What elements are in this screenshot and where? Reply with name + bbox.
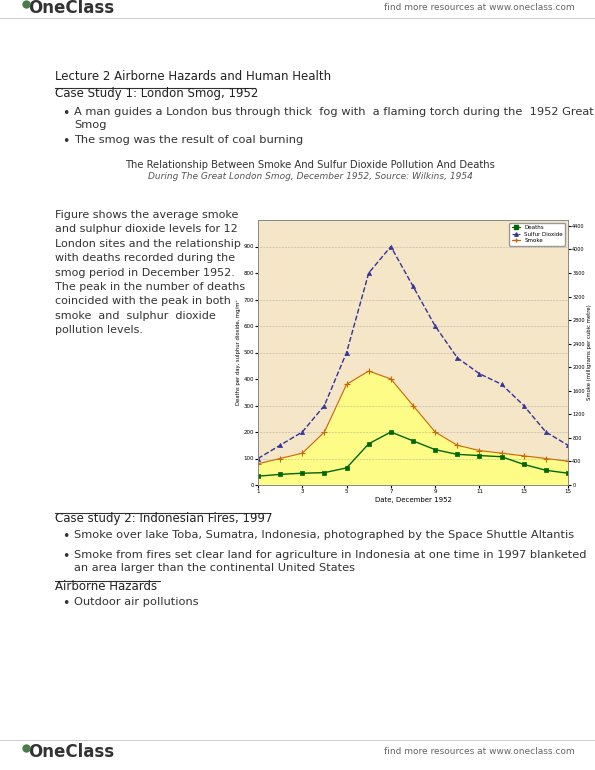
Deaths	[498, 452, 505, 461]
Deaths	[365, 439, 372, 448]
Sulfur Dioxide	[520, 401, 527, 410]
Text: OneClass: OneClass	[28, 0, 114, 17]
Deaths	[387, 427, 394, 437]
Smoke	[476, 446, 483, 455]
Text: Smog: Smog	[74, 120, 107, 130]
Text: The Relationship Between Smoke And Sulfur Dioxide Pollution And Deaths: The Relationship Between Smoke And Sulfu…	[125, 160, 495, 170]
Text: •: •	[62, 597, 70, 610]
Sulfur Dioxide	[476, 369, 483, 378]
Text: OneClass: OneClass	[28, 743, 114, 761]
Sulfur Dioxide	[299, 427, 306, 437]
Sulfur Dioxide	[277, 440, 284, 450]
Smoke	[520, 451, 527, 460]
Deaths	[299, 469, 306, 478]
Sulfur Dioxide	[565, 440, 572, 450]
Text: Case Study 1: London Smog, 1952: Case Study 1: London Smog, 1952	[55, 87, 258, 100]
Sulfur Dioxide	[431, 321, 439, 330]
Legend: Deaths, Sulfur Dioxide, Smoke: Deaths, Sulfur Dioxide, Smoke	[509, 223, 565, 246]
Text: Case study 2: Indonesian Fires, 1997: Case study 2: Indonesian Fires, 1997	[55, 512, 273, 525]
Smoke	[343, 380, 350, 389]
Text: A man guides a London bus through thick  fog with  a flaming torch during the  1: A man guides a London bus through thick …	[74, 107, 594, 117]
Text: Lecture 2 Airborne Hazards and Human Health: Lecture 2 Airborne Hazards and Human Hea…	[55, 70, 331, 83]
Deaths	[343, 464, 350, 473]
Text: Smoke over lake Toba, Sumatra, Indonesia, photographed by the Space Shuttle Alta: Smoke over lake Toba, Sumatra, Indonesia…	[74, 530, 574, 540]
Y-axis label: Deaths per day, sulphur dioxide, mg/m³: Deaths per day, sulphur dioxide, mg/m³	[236, 300, 240, 405]
Text: •: •	[62, 135, 70, 148]
Deaths	[431, 445, 439, 454]
Smoke	[565, 457, 572, 466]
Deaths	[520, 460, 527, 469]
Smoke	[498, 449, 505, 458]
Sulfur Dioxide	[255, 454, 262, 463]
Y-axis label: Smoke (milligrams per cubic metre): Smoke (milligrams per cubic metre)	[587, 305, 593, 400]
X-axis label: Date, December 1952: Date, December 1952	[375, 497, 452, 503]
Smoke	[365, 367, 372, 376]
Sulfur Dioxide	[542, 427, 549, 437]
Deaths	[255, 471, 262, 480]
Deaths	[321, 468, 328, 477]
Text: Figure shows the average smoke
and sulphur dioxide levels for 12
London sites an: Figure shows the average smoke and sulph…	[55, 210, 245, 335]
Smoke	[387, 374, 394, 383]
Smoke	[299, 449, 306, 458]
Smoke	[409, 401, 416, 410]
Text: find more resources at www.oneclass.com: find more resources at www.oneclass.com	[384, 748, 575, 756]
Sulfur Dioxide	[365, 269, 372, 278]
Text: Outdoor air pollutions: Outdoor air pollutions	[74, 597, 199, 607]
Text: find more resources at www.oneclass.com: find more resources at www.oneclass.com	[384, 4, 575, 12]
Sulfur Dioxide	[454, 353, 461, 363]
Smoke	[542, 454, 549, 463]
Deaths	[409, 437, 416, 446]
Sulfur Dioxide	[498, 380, 505, 389]
Text: Airborne Hazards: Airborne Hazards	[55, 580, 157, 593]
Sulfur Dioxide	[409, 282, 416, 291]
Smoke	[431, 427, 439, 437]
Text: •: •	[62, 550, 70, 563]
Deaths	[277, 470, 284, 479]
Text: Smoke from fires set clear land for agriculture in Indonesia at one time in 1997: Smoke from fires set clear land for agri…	[74, 550, 587, 560]
Smoke	[277, 454, 284, 463]
Deaths	[565, 469, 572, 478]
Line: Smoke: Smoke	[255, 368, 571, 467]
Smoke	[454, 440, 461, 450]
Sulfur Dioxide	[343, 348, 350, 357]
Text: The smog was the result of coal burning: The smog was the result of coal burning	[74, 135, 303, 145]
Sulfur Dioxide	[321, 401, 328, 410]
Text: •: •	[62, 107, 70, 120]
Text: •: •	[62, 530, 70, 543]
Smoke	[321, 427, 328, 437]
Deaths	[454, 450, 461, 459]
Text: During The Great London Smog, December 1952, Source: Wilkins, 1954: During The Great London Smog, December 1…	[148, 172, 472, 181]
Line: Sulfur Dioxide: Sulfur Dioxide	[256, 244, 570, 460]
Smoke	[255, 459, 262, 468]
Text: an area larger than the continental United States: an area larger than the continental Unit…	[74, 563, 355, 573]
Deaths	[476, 451, 483, 460]
Line: Deaths: Deaths	[256, 430, 570, 478]
Sulfur Dioxide	[387, 242, 394, 251]
Deaths	[542, 466, 549, 475]
